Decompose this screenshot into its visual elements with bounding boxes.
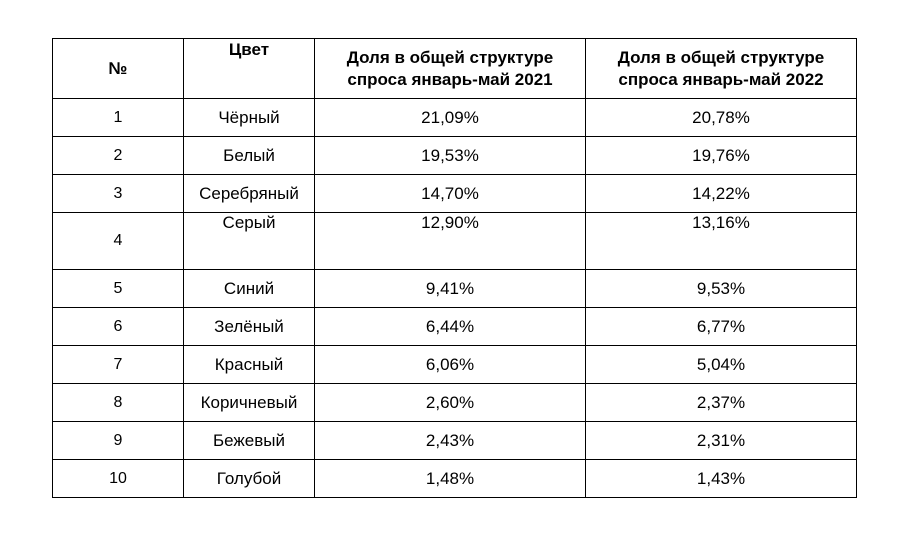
cell-share-2021: 6,06% xyxy=(314,345,586,384)
table-row: 5 Синий 9,41% 9,53% xyxy=(52,269,857,308)
cell-share-2021: 12,90% xyxy=(314,212,586,270)
cell-share-2021: 14,70% xyxy=(314,174,586,213)
table-row: 4 Серый 12,90% 13,16% xyxy=(52,212,857,270)
cell-number: 7 xyxy=(52,345,184,384)
cell-number: 2 xyxy=(52,136,184,175)
cell-number: 8 xyxy=(52,383,184,422)
cell-number: 10 xyxy=(52,459,184,498)
cell-share-2022: 2,37% xyxy=(585,383,857,422)
cell-color: Голубой xyxy=(183,459,315,498)
cell-color: Серебряный xyxy=(183,174,315,213)
cell-color: Красный xyxy=(183,345,315,384)
header-number: № xyxy=(52,38,184,99)
table-row: 6 Зелёный 6,44% 6,77% xyxy=(52,307,857,346)
cell-color: Синий xyxy=(183,269,315,308)
cell-share-2021: 21,09% xyxy=(314,98,586,137)
table-row: 1 Чёрный 21,09% 20,78% xyxy=(52,98,857,137)
header-row: № Цвет Доля в общей структуре спроса янв… xyxy=(52,38,857,99)
cell-share-2022: 19,76% xyxy=(585,136,857,175)
header-share-2021: Доля в общей структуре спроса январь-май… xyxy=(314,38,586,99)
table-row: 8 Коричневый 2,60% 2,37% xyxy=(52,383,857,422)
cell-number: 5 xyxy=(52,269,184,308)
cell-share-2022: 20,78% xyxy=(585,98,857,137)
cell-color: Зелёный xyxy=(183,307,315,346)
cell-share-2022: 14,22% xyxy=(585,174,857,213)
cell-share-2021: 19,53% xyxy=(314,136,586,175)
table-row: 10 Голубой 1,48% 1,43% xyxy=(52,459,857,498)
cell-share-2022: 6,77% xyxy=(585,307,857,346)
cell-color: Коричневый xyxy=(183,383,315,422)
cell-color: Серый xyxy=(183,212,315,270)
cell-number: 4 xyxy=(52,212,184,270)
cell-share-2022: 13,16% xyxy=(585,212,857,270)
cell-share-2022: 1,43% xyxy=(585,459,857,498)
cell-color: Чёрный xyxy=(183,98,315,137)
header-share-2022: Доля в общей структуре спроса январь-май… xyxy=(585,38,857,99)
cell-number: 3 xyxy=(52,174,184,213)
cell-share-2022: 9,53% xyxy=(585,269,857,308)
header-color: Цвет xyxy=(183,38,315,99)
cell-number: 6 xyxy=(52,307,184,346)
table-row: 9 Бежевый 2,43% 2,31% xyxy=(52,421,857,460)
cell-share-2021: 1,48% xyxy=(314,459,586,498)
cell-number: 1 xyxy=(52,98,184,137)
cell-share-2022: 5,04% xyxy=(585,345,857,384)
cell-color: Бежевый xyxy=(183,421,315,460)
table-row: 2 Белый 19,53% 19,76% xyxy=(52,136,857,175)
cell-share-2021: 2,43% xyxy=(314,421,586,460)
cell-share-2021: 2,60% xyxy=(314,383,586,422)
cell-number: 9 xyxy=(52,421,184,460)
table-row: 3 Серебряный 14,70% 14,22% xyxy=(52,174,857,213)
cell-share-2021: 9,41% xyxy=(314,269,586,308)
table-row: 7 Красный 6,06% 5,04% xyxy=(52,345,857,384)
color-demand-table: № Цвет Доля в общей структуре спроса янв… xyxy=(52,38,857,498)
cell-share-2021: 6,44% xyxy=(314,307,586,346)
cell-color: Белый xyxy=(183,136,315,175)
cell-share-2022: 2,31% xyxy=(585,421,857,460)
